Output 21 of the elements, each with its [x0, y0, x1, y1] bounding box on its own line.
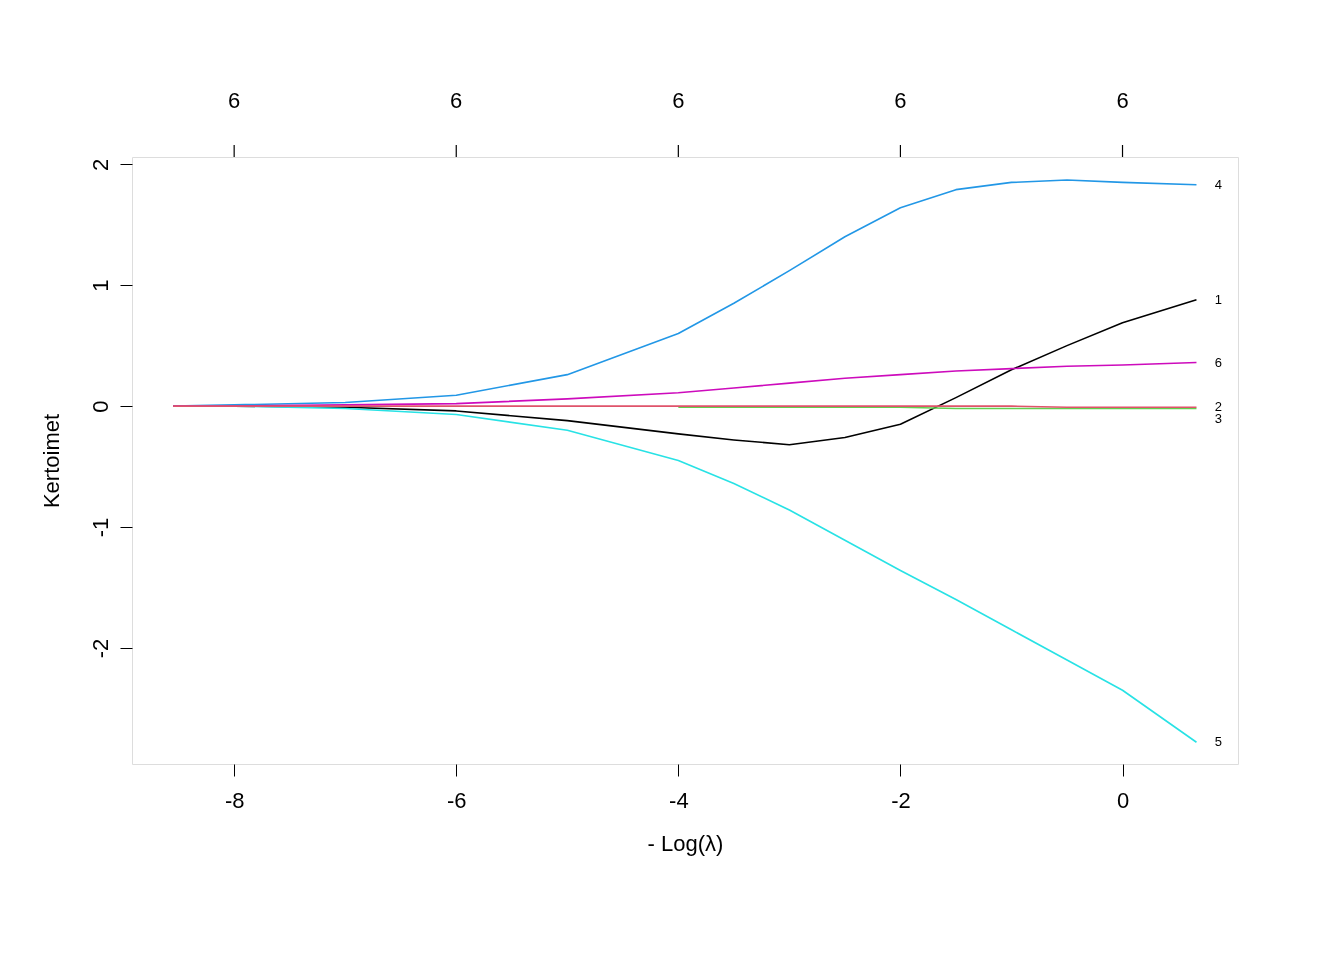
series-label: 1 — [1214, 291, 1223, 307]
series-label: 5 — [1214, 734, 1223, 750]
y-tick-label: -1 — [87, 517, 113, 538]
text: 6 — [894, 88, 907, 113]
series-label: 6 — [1214, 354, 1223, 370]
text: 6 — [450, 88, 463, 113]
y-tick-label: -2 — [87, 638, 113, 659]
y-axis-title: Kertoimet — [38, 413, 64, 509]
x-axis-title: - Log(λ) — [647, 830, 724, 856]
text: 6 — [1116, 88, 1129, 113]
y-tick-label: 0 — [87, 400, 113, 413]
y-tick-label: 2 — [87, 158, 113, 171]
y-tick-label: 1 — [87, 279, 113, 292]
series-label: 4 — [1214, 176, 1223, 192]
x-tick-label: -6 — [446, 787, 467, 813]
text: 6 — [228, 88, 241, 113]
x-tick-label: -8 — [224, 787, 245, 813]
x-tick-label: 0 — [1116, 787, 1130, 813]
x-tick-label: -2 — [891, 787, 911, 813]
text: 6 — [672, 88, 685, 113]
x-tick-label: -4 — [669, 787, 689, 813]
